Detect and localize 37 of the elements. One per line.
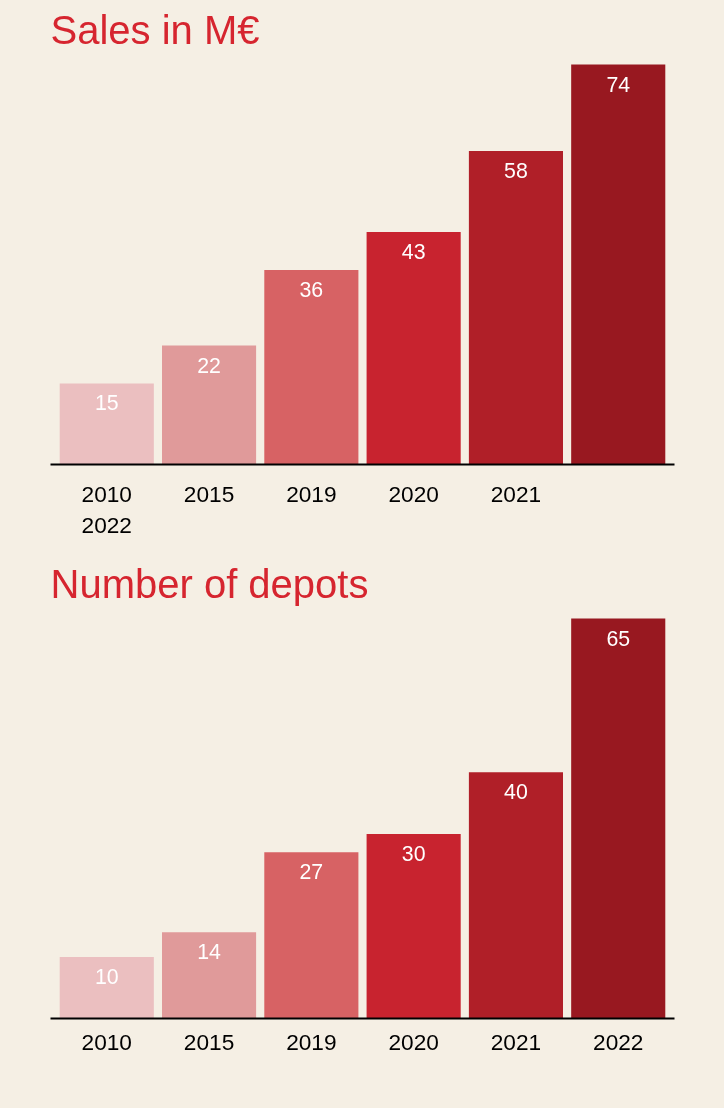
x-tick-label: 2010 (81, 1028, 132, 1055)
bar (571, 618, 666, 1019)
bar (162, 345, 257, 465)
data-label: 58 (504, 158, 528, 183)
x-tick-label: 2010 2022 (81, 480, 132, 538)
bar (571, 64, 666, 465)
x-tick-label: 2020 (388, 480, 439, 507)
bar (468, 772, 563, 1019)
x-tick-label: 2015 (183, 480, 235, 507)
data-label: 27 (299, 860, 324, 885)
x-tick-label: 2021 (490, 480, 542, 507)
bar (366, 232, 461, 465)
data-label: 43 (401, 240, 426, 265)
bar (264, 269, 359, 465)
x-tick-label: 2019 (286, 480, 337, 507)
data-label: 22 (197, 353, 221, 378)
x-tick-label: 2021 (490, 1028, 542, 1055)
bar (366, 833, 461, 1019)
bar (264, 852, 359, 1019)
data-label: 30 (401, 841, 426, 866)
data-label: 14 (197, 940, 222, 965)
bar (59, 383, 154, 465)
x-tick-label: 2020 (388, 1028, 439, 1055)
data-label: 15 (94, 391, 119, 416)
bar (468, 150, 563, 465)
data-label: 74 (606, 72, 631, 97)
x-tick-label: 2015 (183, 1028, 235, 1055)
x-tick-label: 2022 (593, 1028, 644, 1055)
data-label: 36 (299, 277, 324, 302)
chart-title: Sales in M€ (50, 7, 260, 52)
bar (59, 956, 154, 1019)
bar (162, 932, 257, 1019)
data-label: 10 (94, 964, 119, 989)
chart-title: Number of depots (50, 561, 369, 606)
data-label: 40 (504, 780, 528, 805)
x-tick-label: 2019 (286, 1028, 337, 1055)
data-label: 65 (606, 626, 631, 651)
